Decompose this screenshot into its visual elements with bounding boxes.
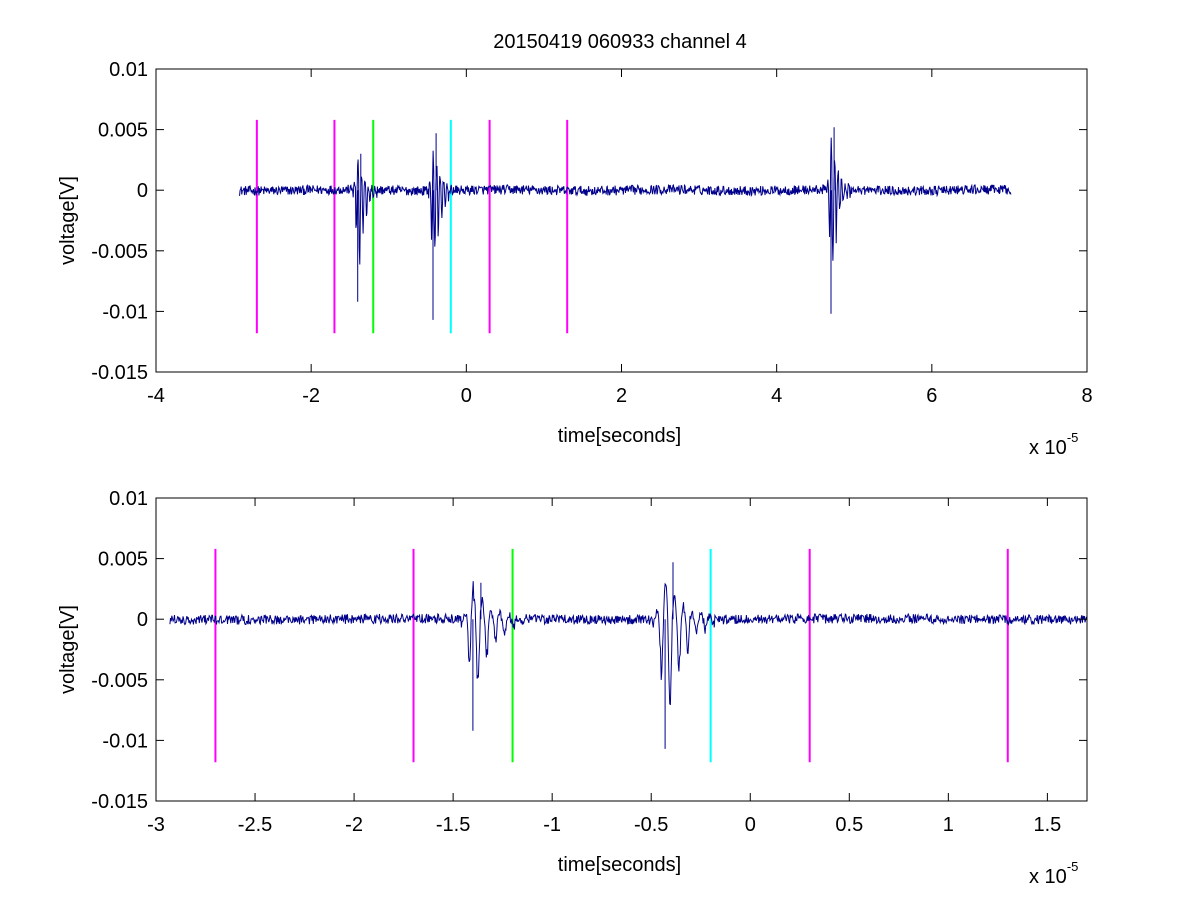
- bottom-panel-x-exponent-label: x 10-5: [1029, 859, 1078, 888]
- top-panel-x-tick-label: -4: [147, 385, 165, 407]
- top-panel-x-tick-label: 0: [461, 385, 472, 407]
- top-panel-y-tick-label: -0.01: [102, 301, 148, 323]
- top-panel-y-tick-label: 0.005: [98, 120, 148, 142]
- bottom-panel-x-tick-label: -0.5: [634, 814, 668, 836]
- top-panel-axes-box: [155, 68, 1088, 373]
- bottom-panel-x-exponent-base: x 10: [1029, 866, 1067, 888]
- top-panel-x-exponent-label: x 10-5: [1029, 430, 1078, 459]
- top-panel-x-tick-label: -2: [302, 385, 320, 407]
- bottom-panel-y-tick-label: 0.01: [109, 488, 148, 510]
- top-panel-y-axis-label: voltage[V]: [57, 176, 79, 265]
- bottom-panel-x-tick-label: -1.5: [436, 814, 470, 836]
- bottom-panel-x-tick-label: -2.5: [238, 814, 272, 836]
- top-panel-x-tick-label: 6: [926, 385, 937, 407]
- bottom-panel-x-tick-label: -1: [543, 814, 561, 836]
- bottom-panel-y-tick-label: -0.01: [102, 730, 148, 752]
- bottom-panel-x-exponent-power: -5: [1067, 859, 1079, 874]
- bottom-panel-x-axis-label: time[seconds]: [558, 854, 681, 876]
- bottom-panel-y-axis-label: voltage[V]: [57, 605, 79, 694]
- bottom-panel-x-tick-label: 1.5: [1033, 814, 1061, 836]
- top-panel-x-tick-label: 2: [616, 385, 627, 407]
- bottom-panel-y-tick-label: 0.005: [98, 549, 148, 571]
- bottom-panel-ticks: -3 -2.5 -2 -1.5 -1 -0.5 0 0.5 1 1.5 0.01 0.005 0 -0.0…: [91, 488, 1087, 836]
- bottom-panel-x-tick-label: -2: [345, 814, 363, 836]
- chart-title: 20150419 060933 channel 4: [493, 31, 747, 53]
- top-panel-x-tick-label: 4: [771, 385, 782, 407]
- top-panel-x-axis-label: time[seconds]: [558, 425, 681, 447]
- top-panel: -4 -2 0 2 4 6 8 0.01 0.005 0 -0.005 -0.01 -0.015 tim…: [57, 59, 1093, 459]
- top-panel-y-tick-label: 0.01: [109, 59, 148, 81]
- bottom-panel-markers: [214, 548, 1009, 763]
- bottom-panel-y-tick-label: -0.005: [91, 670, 148, 692]
- top-panel-x-tick-label: 8: [1081, 385, 1092, 407]
- bottom-panel-signal-line: [169, 562, 1088, 749]
- top-panel-y-tick-label: 0: [137, 180, 148, 202]
- top-panel-y-tick-label: -0.005: [91, 241, 148, 263]
- top-panel-markers: [255, 119, 569, 334]
- bottom-panel-x-tick-label: 0: [745, 814, 756, 836]
- bottom-panel-x-tick-label: -3: [147, 814, 165, 836]
- bottom-panel-y-tick-label: -0.015: [91, 791, 148, 813]
- bottom-panel: -3 -2.5 -2 -1.5 -1 -0.5 0 0.5 1 1.5 0.01 0.005 0 -0.0…: [57, 488, 1088, 888]
- top-panel-x-exponent-power: -5: [1067, 430, 1079, 445]
- top-panel-y-tick-label: -0.015: [91, 362, 148, 384]
- bottom-panel-x-tick-label: 1: [943, 814, 954, 836]
- top-panel-signal-line: [238, 127, 1012, 320]
- top-panel-x-exponent-base: x 10: [1029, 437, 1067, 459]
- bottom-panel-y-tick-label: 0: [137, 609, 148, 631]
- bottom-panel-x-tick-label: 0.5: [835, 814, 863, 836]
- bottom-panel-axes-box: [155, 497, 1088, 802]
- top-panel-ticks: -4 -2 0 2 4 6 8 0.01 0.005 0 -0.005 -0.01 -0.015: [91, 59, 1092, 407]
